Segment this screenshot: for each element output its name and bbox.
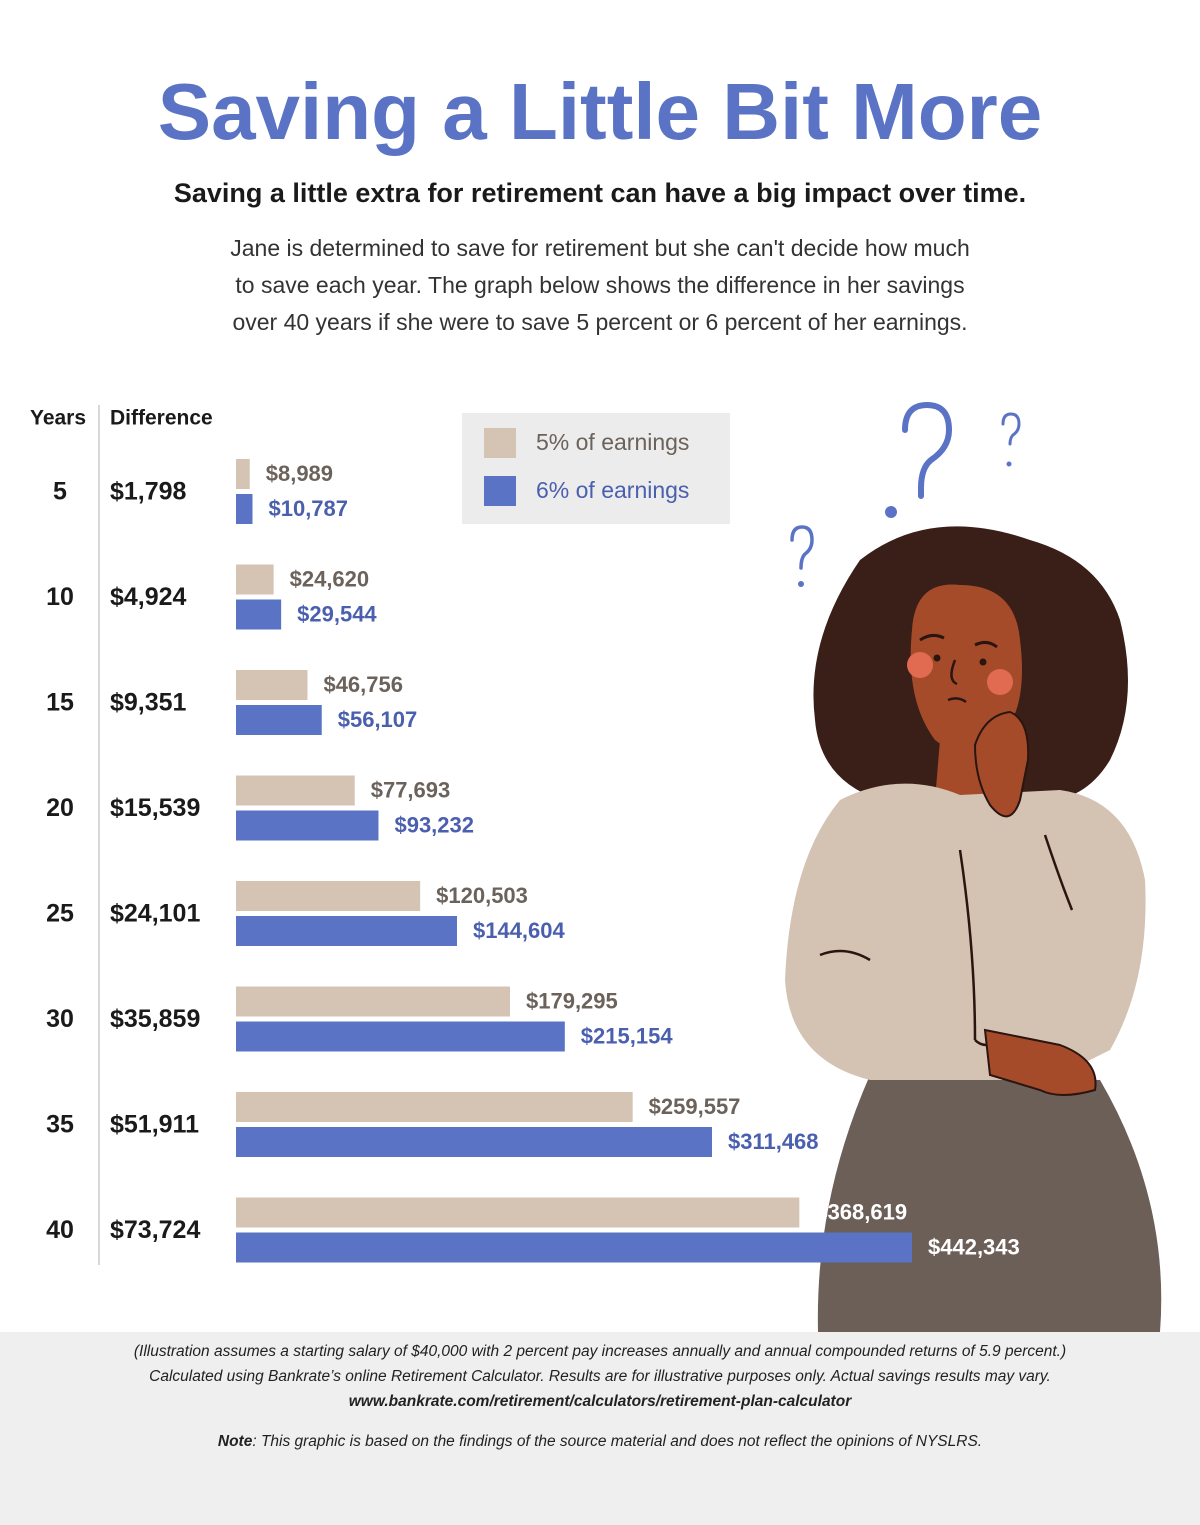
category-label: 30 xyxy=(46,1005,74,1033)
value-label: $442,343 xyxy=(928,1234,1020,1259)
value-label: $29,544 xyxy=(297,601,377,626)
legend-swatch xyxy=(484,428,516,458)
value-label: $77,693 xyxy=(371,777,451,802)
category-label: 40 xyxy=(46,1216,74,1244)
value-label: $8,989 xyxy=(266,461,333,486)
bar xyxy=(236,1127,712,1157)
difference-label: $73,724 xyxy=(110,1216,200,1244)
value-label: $46,756 xyxy=(323,672,403,697)
bar xyxy=(236,564,274,595)
description-line: Jane is determined to save for retiremen… xyxy=(230,235,970,261)
footer xyxy=(0,1332,1200,1525)
difference-label: $9,351 xyxy=(110,689,187,717)
footnote: (Illustration assumes a starting salary … xyxy=(134,1343,1066,1360)
category-label: 10 xyxy=(46,583,74,611)
bar xyxy=(236,916,457,946)
note-label: Note xyxy=(218,1433,253,1450)
value-label: $10,787 xyxy=(268,496,348,521)
value-label: $24,620 xyxy=(290,566,370,591)
bar xyxy=(236,1021,565,1052)
subtitle: Saving a little extra for retirement can… xyxy=(174,178,1026,208)
description-line: over 40 years if she were to save 5 perc… xyxy=(232,309,967,335)
illustration xyxy=(785,401,1162,1332)
column-header: Difference xyxy=(110,407,213,430)
difference-label: $51,911 xyxy=(110,1111,199,1139)
difference-label: $35,859 xyxy=(110,1005,200,1033)
bar xyxy=(236,810,379,841)
value-label: $179,295 xyxy=(526,988,618,1013)
bar xyxy=(236,986,511,1017)
difference-label: $15,539 xyxy=(110,794,200,822)
bar xyxy=(236,705,322,735)
bar xyxy=(236,775,355,806)
bar xyxy=(236,459,250,489)
value-label: $144,604 xyxy=(473,918,566,943)
difference-label: $24,101 xyxy=(110,900,200,928)
column-header: Years xyxy=(30,407,86,430)
bar xyxy=(236,881,421,911)
legend-label: 6% of earnings xyxy=(536,477,689,503)
value-label: $311,468 xyxy=(728,1129,819,1154)
legend-label: 5% of earnings xyxy=(536,429,689,455)
footnote: Calculated using Bankrate’s online Retir… xyxy=(149,1368,1051,1385)
legend-swatch xyxy=(484,476,516,506)
category-label: 20 xyxy=(46,794,74,822)
bar xyxy=(236,1197,800,1228)
value-label: $56,107 xyxy=(338,707,418,732)
difference-label: $1,798 xyxy=(110,478,187,506)
value-label: $93,232 xyxy=(394,812,474,837)
category-label: 35 xyxy=(46,1111,74,1139)
value-label: $120,503 xyxy=(436,883,528,908)
description-line: to save each year. The graph below shows… xyxy=(235,272,964,298)
value-label: $215,154 xyxy=(581,1023,674,1048)
note-text: : This graphic is based on the findings … xyxy=(252,1433,982,1450)
legend: 5% of earnings 6% of earnings xyxy=(462,413,730,524)
value-label: $259,557 xyxy=(649,1094,741,1119)
category-label: 5 xyxy=(53,478,67,506)
category-label: 25 xyxy=(46,900,74,928)
bar xyxy=(236,1092,633,1122)
note: Note: This graphic is based on the findi… xyxy=(218,1433,982,1450)
category-label: 15 xyxy=(46,689,74,717)
source-url: www.bankrate.com/retirement/calculators/… xyxy=(349,1393,852,1410)
bar xyxy=(236,494,253,524)
value-label: $368,619 xyxy=(815,1199,907,1224)
difference-label: $4,924 xyxy=(110,583,187,611)
bar xyxy=(236,1232,912,1263)
chart-title: Saving a Little Bit More xyxy=(158,67,1043,156)
bar xyxy=(236,670,308,700)
bar xyxy=(236,599,282,630)
